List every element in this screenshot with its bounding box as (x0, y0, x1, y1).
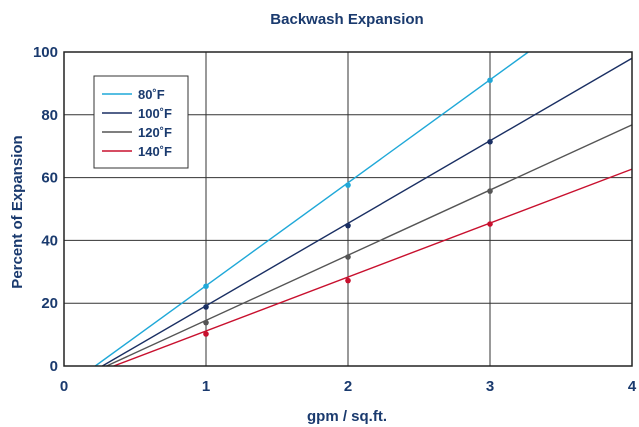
y-axis-label: Percent of Expansion (9, 135, 26, 288)
series-line-3 (113, 168, 633, 367)
legend-label: 120˚F (138, 125, 172, 140)
legend-label: 100˚F (138, 106, 172, 121)
series-line-0 (94, 51, 529, 367)
legend-label: 140˚F (138, 144, 172, 159)
legend-label: 80˚F (138, 87, 165, 102)
x-axis-label: gpm / sq.ft. (307, 408, 387, 425)
y-tick-label: 40 (41, 232, 58, 249)
y-tick-label: 100 (33, 44, 58, 61)
y-tick-labels: 0 20 40 60 80 100 (33, 44, 58, 375)
y-tick-label: 60 (41, 170, 58, 187)
series-line-2 (106, 124, 633, 367)
x-tick-label: 4 (628, 378, 637, 395)
legend: 80˚F 100˚F 120˚F 140˚F (93, 75, 189, 169)
series-lines (94, 51, 633, 367)
data-point-2-0 (203, 319, 209, 326)
x-tick-label: 1 (202, 378, 210, 395)
x-tick-label: 2 (344, 378, 352, 395)
y-tick-label: 20 (41, 295, 58, 312)
data-point-2-2 (487, 188, 493, 194)
y-tick-label: 0 (50, 358, 58, 375)
data-point-1-2 (487, 139, 493, 145)
data-point-3-1 (345, 277, 351, 284)
data-point-0-1 (345, 182, 351, 188)
plot-frame (63, 51, 633, 367)
data-point-1-0 (203, 304, 209, 310)
data-point-2-1 (345, 254, 351, 260)
chart-title: Backwash Expansion (270, 11, 423, 28)
x-tick-labels: 0 1 2 3 4 (60, 378, 637, 395)
legend-box (93, 75, 189, 169)
data-point-0-0 (203, 283, 209, 290)
data-point-3-0 (203, 331, 209, 337)
series-points (203, 77, 493, 337)
series-line-1 (101, 57, 633, 367)
data-point-3-2 (487, 221, 493, 227)
data-point-1-1 (345, 222, 351, 229)
y-tick-label: 80 (41, 107, 58, 124)
data-point-0-2 (487, 77, 493, 84)
x-tick-label: 3 (486, 378, 494, 395)
x-tick-label: 0 (60, 378, 68, 395)
